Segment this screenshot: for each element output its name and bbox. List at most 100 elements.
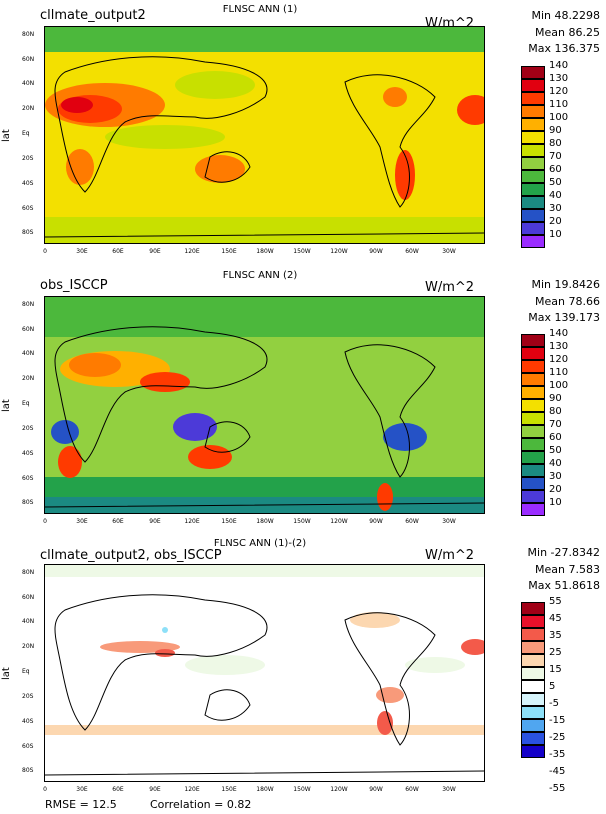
lon-tick-label: 150E — [221, 786, 237, 793]
lon-tick-label: 30E — [76, 248, 88, 255]
colorbar-box — [521, 105, 545, 118]
colorbar-label: -35 — [549, 749, 566, 760]
colorbar-box — [521, 222, 545, 235]
lat-tick-label: 60N — [22, 56, 35, 63]
map-plot — [44, 564, 485, 782]
lat-tick-label: 40S — [22, 718, 34, 725]
map-plot — [44, 296, 485, 514]
colorbar-label: 130 — [549, 73, 569, 84]
lat-tick-label: 20N — [22, 105, 35, 112]
lat-tick-label: 40N — [22, 618, 35, 625]
colorbar-label: -55 — [549, 783, 566, 794]
panel-title: FLNSC ANN (1)-(2) — [213, 538, 307, 549]
coastline-outline — [45, 594, 484, 776]
colorbar-box — [521, 425, 545, 438]
colorbar-label: 70 — [549, 151, 562, 162]
lat-tick-label: 40S — [22, 180, 34, 187]
lon-tick-label: 30W — [442, 248, 456, 255]
lat-tick-label: 60N — [22, 594, 35, 601]
colorbar-label: 90 — [549, 125, 562, 136]
colorbar-label: 40 — [549, 190, 562, 201]
lat-tick-label: 80N — [22, 31, 35, 38]
colorbar-label: 120 — [549, 354, 569, 365]
colorbar-label: 60 — [549, 432, 562, 443]
panel-title: FLNSC ANN (1) — [222, 4, 298, 15]
colorbar-box — [521, 680, 545, 693]
colorbar-box — [521, 373, 545, 386]
colorbar-box — [521, 118, 545, 131]
stat-max: Max 51.8618 — [528, 579, 600, 592]
lat-tick-label: 60S — [22, 475, 34, 482]
lon-tick-label: 90W — [369, 786, 383, 793]
colorbar-label: 110 — [549, 99, 569, 110]
case-name: obs_ISCCP — [40, 278, 108, 293]
stat-max: Max 136.375 — [528, 42, 600, 55]
lon-tick-label: 0 — [43, 248, 47, 255]
colorbar-box — [521, 170, 545, 183]
lon-tick-label: 120E — [184, 518, 200, 525]
colorbar-box — [521, 602, 545, 615]
lat-tick-label: Eq — [22, 130, 30, 137]
lon-tick-label: 90W — [369, 248, 383, 255]
colorbar-label: -25 — [549, 732, 566, 743]
colorbar-box — [521, 732, 545, 745]
colorbar-label: -45 — [549, 766, 566, 777]
colorbar-label: 140 — [549, 60, 569, 71]
colorbar-label: 45 — [549, 613, 562, 624]
colorbar-label: 30 — [549, 203, 562, 214]
map-field-svg — [45, 565, 484, 781]
lat-tick-label: 20N — [22, 643, 35, 650]
correlation-label: Correlation = 0.82 — [150, 798, 252, 811]
lon-tick-label: 60E — [112, 786, 124, 793]
coastline-outline — [45, 326, 484, 508]
lon-tick-label: 30W — [442, 518, 456, 525]
colorbar-box — [521, 334, 545, 347]
lat-tick-label: 80S — [22, 499, 34, 506]
panel-title: FLNSC ANN (2) — [222, 270, 298, 281]
stat-min: Min 19.8426 — [531, 278, 600, 291]
units-label: W/m^2 — [425, 548, 475, 563]
lat-tick-label: 20S — [22, 693, 34, 700]
lat-axis-title: lat — [1, 399, 12, 412]
colorbar-box — [521, 209, 545, 222]
colorbar-box — [521, 66, 545, 79]
colorbar-box — [521, 477, 545, 490]
lon-tick-label: 150W — [293, 786, 311, 793]
lat-tick-label: 40S — [22, 450, 34, 457]
colorbar-box — [521, 144, 545, 157]
colorbar-label: 100 — [549, 380, 569, 391]
colorbar-label: 100 — [549, 112, 569, 123]
lon-tick-label: 150E — [221, 518, 237, 525]
lat-tick-label: 40N — [22, 350, 35, 357]
colorbar-label: 60 — [549, 164, 562, 175]
lon-tick-label: 120W — [330, 248, 348, 255]
colorbar-box — [521, 399, 545, 412]
lat-tick-label: 20N — [22, 375, 35, 382]
lat-tick-label: 60S — [22, 743, 34, 750]
stats-box: Min 48.2298 Mean 86.25 Max 136.375 — [488, 8, 600, 58]
lon-tick-label: 30W — [442, 786, 456, 793]
colorbar-box — [521, 438, 545, 451]
colorbar-label: 35 — [549, 630, 562, 641]
lon-tick-label: 120E — [184, 248, 200, 255]
colorbar-box — [521, 503, 545, 516]
lon-tick-label: 180W — [256, 518, 274, 525]
lat-axis-title: lat — [1, 129, 12, 142]
stat-mean: Mean 78.66 — [535, 294, 600, 308]
lat-tick-label: 60N — [22, 326, 35, 333]
colorbar-label: 80 — [549, 406, 562, 417]
lat-tick-label: 20S — [22, 155, 34, 162]
lon-tick-label: 30E — [76, 518, 88, 525]
lon-tick-label: 60W — [405, 518, 419, 525]
colorbar-box — [521, 92, 545, 105]
lon-tick-label: 90E — [149, 518, 161, 525]
lon-tick-label: 90W — [369, 518, 383, 525]
colorbar-box — [521, 719, 545, 732]
colorbar-box — [521, 412, 545, 425]
colorbar-box — [521, 183, 545, 196]
map-field-svg — [45, 297, 484, 513]
lat-tick-label: 80N — [22, 301, 35, 308]
lat-tick-label: 60S — [22, 205, 34, 212]
colorbar-box — [521, 451, 545, 464]
colorbar-label: 40 — [549, 458, 562, 469]
